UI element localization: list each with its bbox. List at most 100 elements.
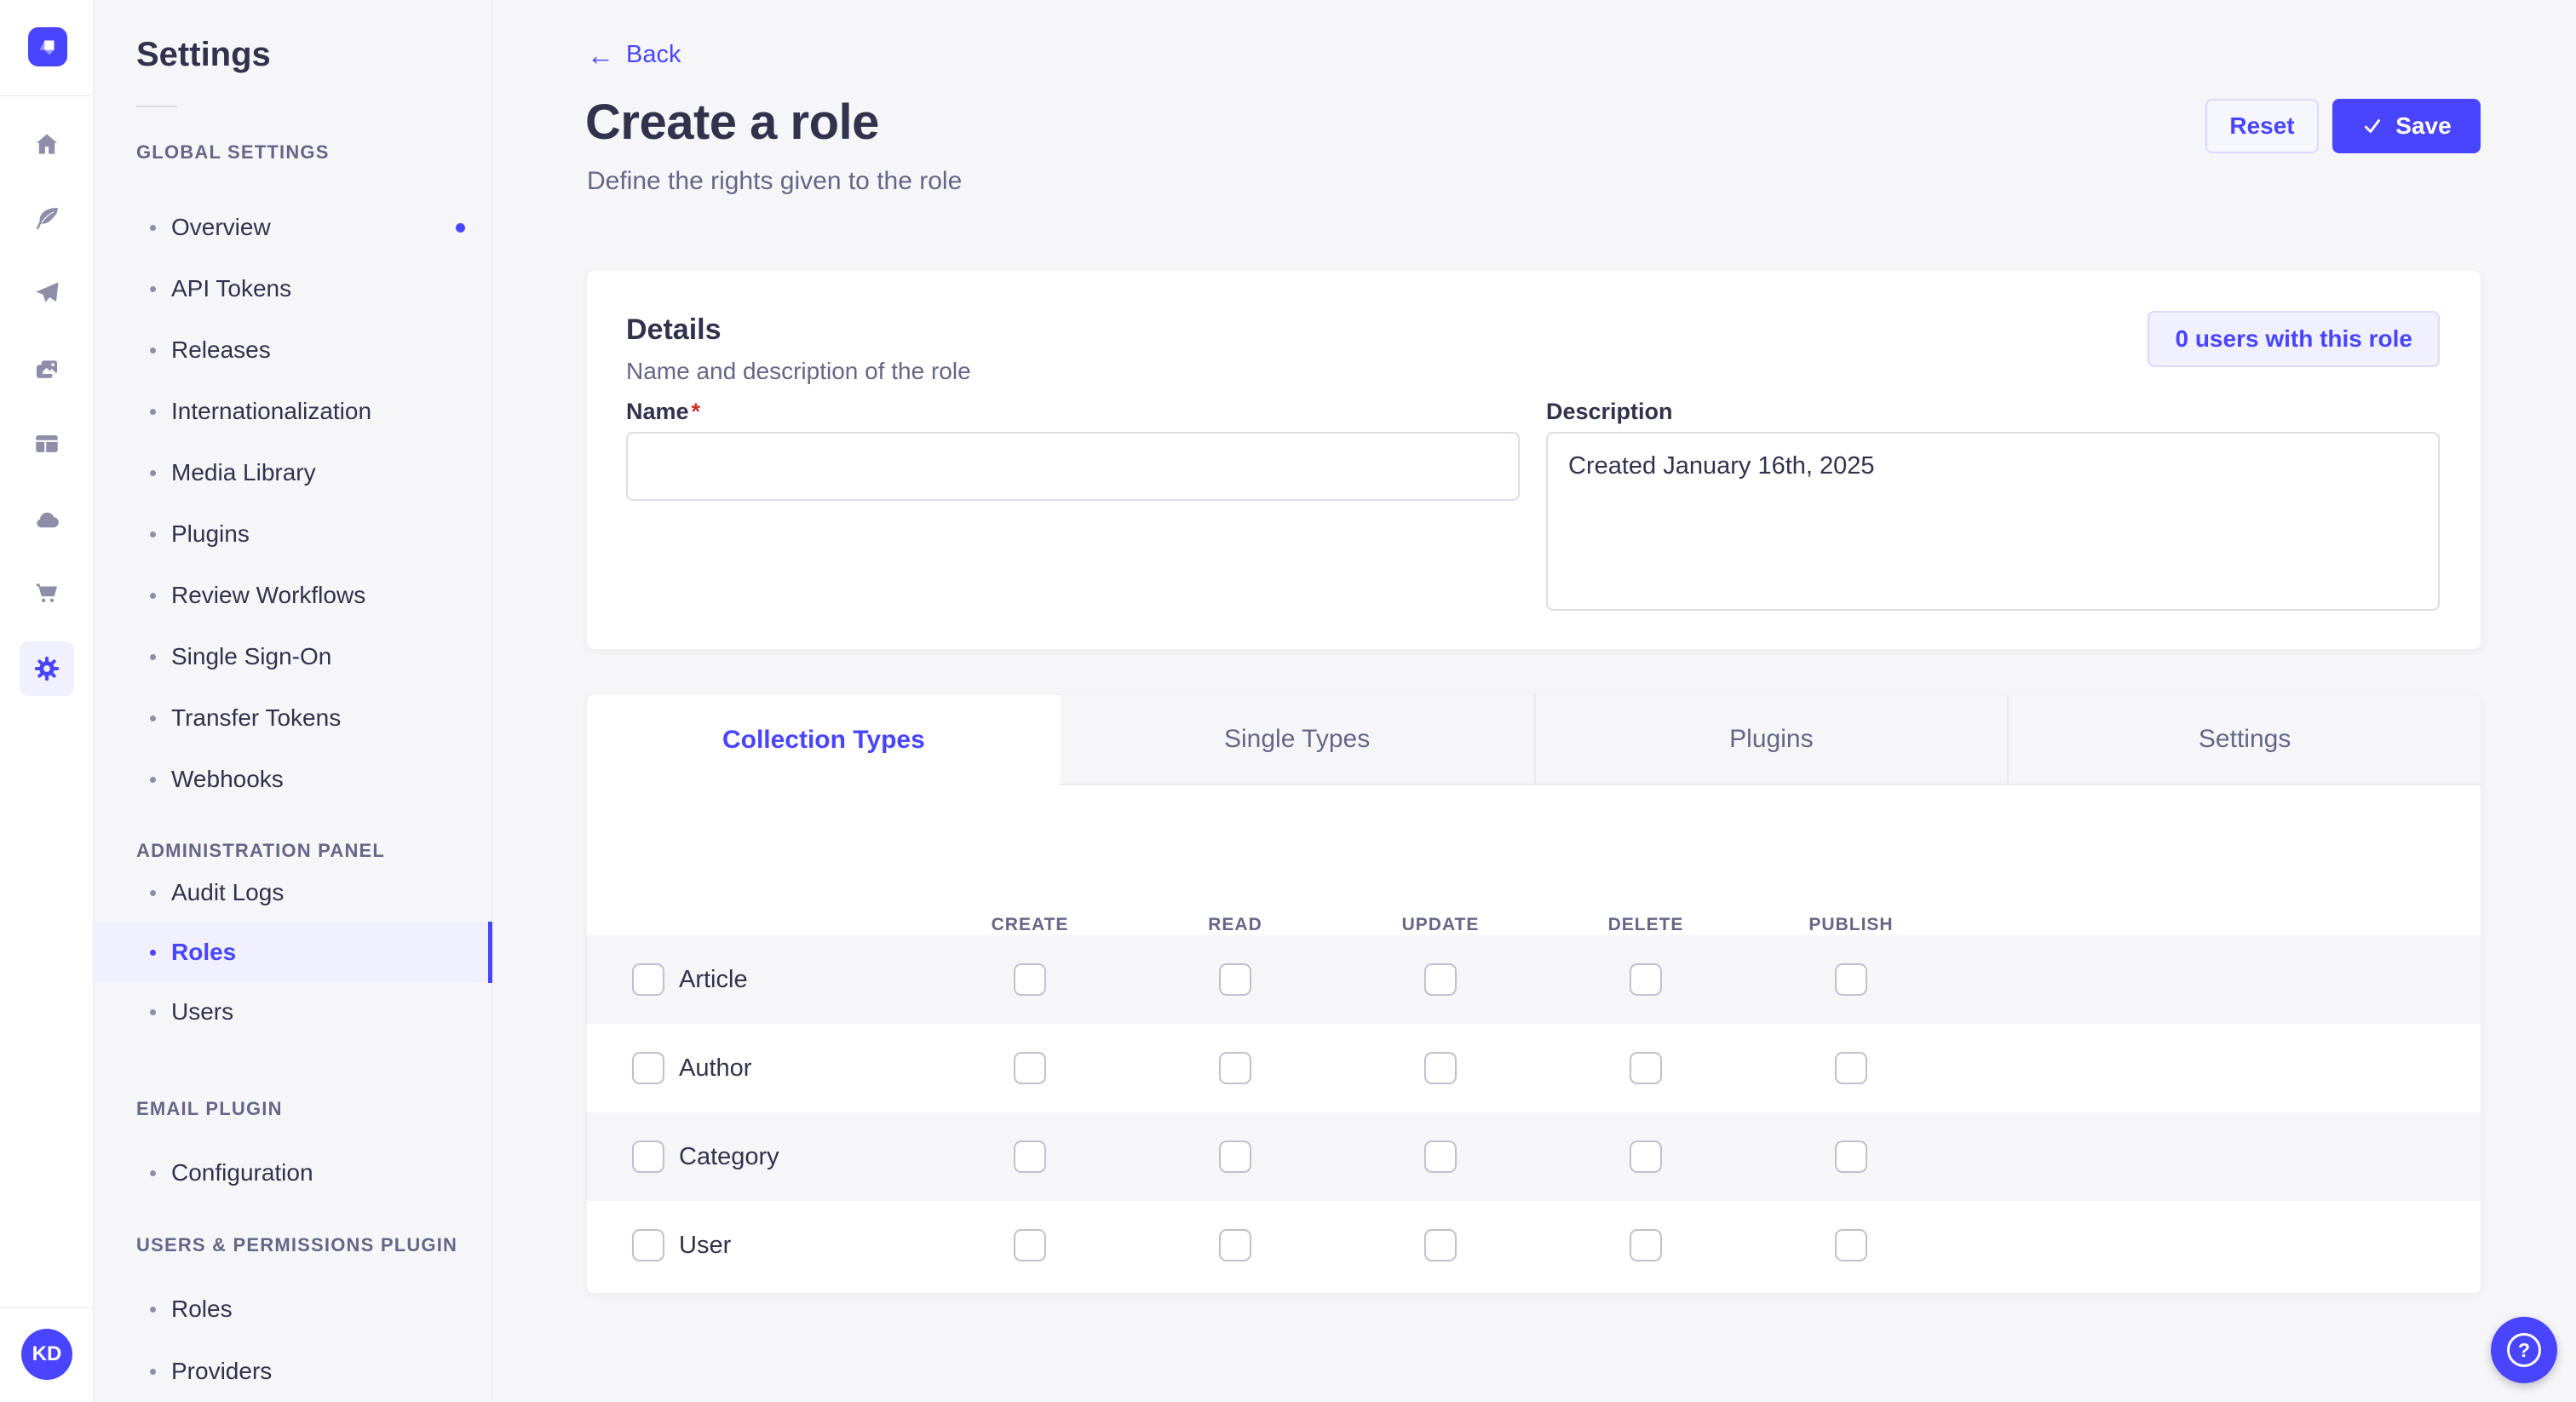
rail-item-marketplace[interactable] — [0, 566, 94, 620]
checkbox-author-create[interactable] — [1014, 1052, 1046, 1084]
table-row-user: User — [587, 1201, 2481, 1290]
sidebar-item-label: Configuration — [171, 1159, 313, 1186]
checkbox-author-delete[interactable] — [1630, 1052, 1662, 1084]
settings-gear-icon — [34, 656, 60, 681]
strapi-logo[interactable] — [28, 27, 67, 66]
rail-item-releases[interactable] — [0, 267, 94, 321]
sidebar-item-releases[interactable]: Releases — [94, 319, 492, 381]
bullet-icon — [150, 715, 156, 721]
checkbox-category-row[interactable] — [632, 1141, 664, 1173]
checkbox-user-delete[interactable] — [1630, 1229, 1662, 1261]
checkbox-user-publish[interactable] — [1835, 1229, 1867, 1261]
details-title: Details — [626, 313, 722, 346]
sidebar-item-roles-up[interactable]: Roles — [94, 1278, 492, 1340]
checkbox-article-create[interactable] — [1014, 963, 1046, 996]
permissions-header: CREATE READ UPDATE DELETE PUBLISH — [587, 785, 2481, 994]
reset-button[interactable]: Reset — [2205, 99, 2319, 153]
checkbox-category-update[interactable] — [1424, 1141, 1457, 1173]
section-global-settings: GLOBAL SETTINGS — [136, 141, 330, 163]
checkbox-article-row[interactable] — [632, 963, 664, 996]
tab-settings[interactable]: Settings — [2007, 695, 2481, 785]
checkbox-category-delete[interactable] — [1630, 1141, 1662, 1173]
sidebar-item-label: Webhooks — [171, 766, 284, 792]
tab-collection-types[interactable]: Collection Types — [587, 695, 1061, 785]
sidebar-item-api-tokens[interactable]: API Tokens — [94, 258, 492, 319]
sidebar-item-internationalization[interactable]: Internationalization — [94, 381, 492, 442]
checkbox-category-publish[interactable] — [1835, 1141, 1867, 1173]
column-read: READ — [1208, 915, 1262, 934]
sidebar-item-label: Review Workflows — [171, 582, 366, 608]
bullet-icon — [150, 285, 156, 292]
checkbox-author-update[interactable] — [1424, 1052, 1457, 1084]
sidebar-item-single-sign-on[interactable]: Single Sign-On — [94, 626, 492, 687]
sidebar-item-label: Media Library — [171, 459, 316, 486]
rail-item-settings[interactable] — [20, 641, 74, 696]
details-card: Details Name and description of the role… — [587, 271, 2481, 649]
settings-sidebar: Settings GLOBAL SETTINGS Overview API To… — [94, 0, 492, 1402]
sidebar-item-transfer-tokens[interactable]: Transfer Tokens — [94, 687, 492, 749]
bullet-icon — [150, 469, 156, 476]
user-avatar[interactable]: KD — [21, 1329, 72, 1380]
name-input[interactable] — [626, 432, 1520, 501]
save-button[interactable]: Save — [2332, 99, 2481, 153]
checkbox-article-update[interactable] — [1424, 963, 1457, 996]
rail-item-deploy[interactable] — [0, 492, 94, 547]
tab-plugins[interactable]: Plugins — [1533, 695, 2008, 785]
checkbox-author-read[interactable] — [1219, 1052, 1251, 1084]
sidebar-item-label: Single Sign-On — [171, 643, 332, 669]
sidebar-item-label: Providers — [171, 1358, 273, 1384]
sidebar-item-overview[interactable]: Overview — [94, 197, 492, 258]
back-label: Back — [626, 41, 681, 68]
back-link[interactable]: ← Back — [587, 41, 681, 69]
description-textarea[interactable]: Created January 16th, 2025 — [1546, 432, 2440, 611]
checkbox-article-read[interactable] — [1219, 963, 1251, 996]
rail-item-content-type-builder[interactable] — [0, 417, 94, 471]
table-row-article: Article — [587, 935, 2481, 1024]
checkbox-user-create[interactable] — [1014, 1229, 1046, 1261]
checkbox-user-update[interactable] — [1424, 1229, 1457, 1261]
checkbox-user-row[interactable] — [632, 1229, 664, 1261]
checkbox-category-create[interactable] — [1014, 1141, 1046, 1173]
checkbox-article-delete[interactable] — [1630, 963, 1662, 996]
name-label: Name * — [626, 399, 701, 424]
users-with-role-button[interactable]: 0 users with this role — [2148, 311, 2440, 367]
sidebar-item-label: Overview — [171, 214, 271, 240]
bullet-icon — [150, 224, 156, 231]
checkbox-article-publish[interactable] — [1835, 963, 1867, 996]
help-button[interactable]: ? — [2491, 1317, 2557, 1383]
sidebar-item-plugins[interactable]: Plugins — [94, 503, 492, 565]
column-delete: DELETE — [1607, 915, 1684, 934]
sidebar-item-label: Releases — [171, 336, 271, 363]
bullet-icon — [150, 592, 156, 599]
sidebar-item-label: Plugins — [171, 520, 250, 547]
feather-icon — [36, 208, 58, 230]
rail-item-content[interactable] — [0, 192, 94, 246]
rail-item-home[interactable] — [0, 118, 94, 172]
sidebar-item-audit-logs[interactable]: Audit Logs — [94, 862, 492, 923]
bullet-icon — [150, 889, 156, 896]
checkbox-author-publish[interactable] — [1835, 1052, 1867, 1084]
sidebar-item-providers[interactable]: Providers — [94, 1341, 492, 1402]
sidebar-item-users[interactable]: Users — [94, 981, 492, 1043]
bullet-icon — [150, 408, 156, 415]
sidebar-item-media-library[interactable]: Media Library — [94, 442, 492, 503]
rail-item-media[interactable] — [0, 342, 94, 397]
checkbox-author-row[interactable] — [632, 1052, 664, 1084]
sidebar-title: Settings — [136, 36, 271, 73]
send-icon — [36, 282, 59, 302]
page-title: Create a role — [585, 95, 879, 150]
rail-divider — [0, 95, 94, 96]
checkbox-category-read[interactable] — [1219, 1141, 1251, 1173]
section-email-plugin: EMAIL PLUGIN — [136, 1098, 283, 1119]
tab-single-types[interactable]: Single Types — [1060, 695, 1534, 785]
sidebar-item-roles-admin[interactable]: Roles — [94, 922, 492, 983]
sidebar-item-configuration[interactable]: Configuration — [94, 1142, 492, 1204]
sidebar-item-webhooks[interactable]: Webhooks — [94, 749, 492, 810]
back-arrow-icon: ← — [587, 39, 614, 71]
checkbox-user-read[interactable] — [1219, 1229, 1251, 1261]
sidebar-item-review-workflows[interactable]: Review Workflows — [94, 565, 492, 626]
page-subtitle: Define the rights given to the role — [587, 167, 963, 195]
row-label: User — [679, 1231, 732, 1259]
sidebar-item-label: API Tokens — [171, 275, 292, 302]
bullet-icon — [150, 1368, 156, 1375]
